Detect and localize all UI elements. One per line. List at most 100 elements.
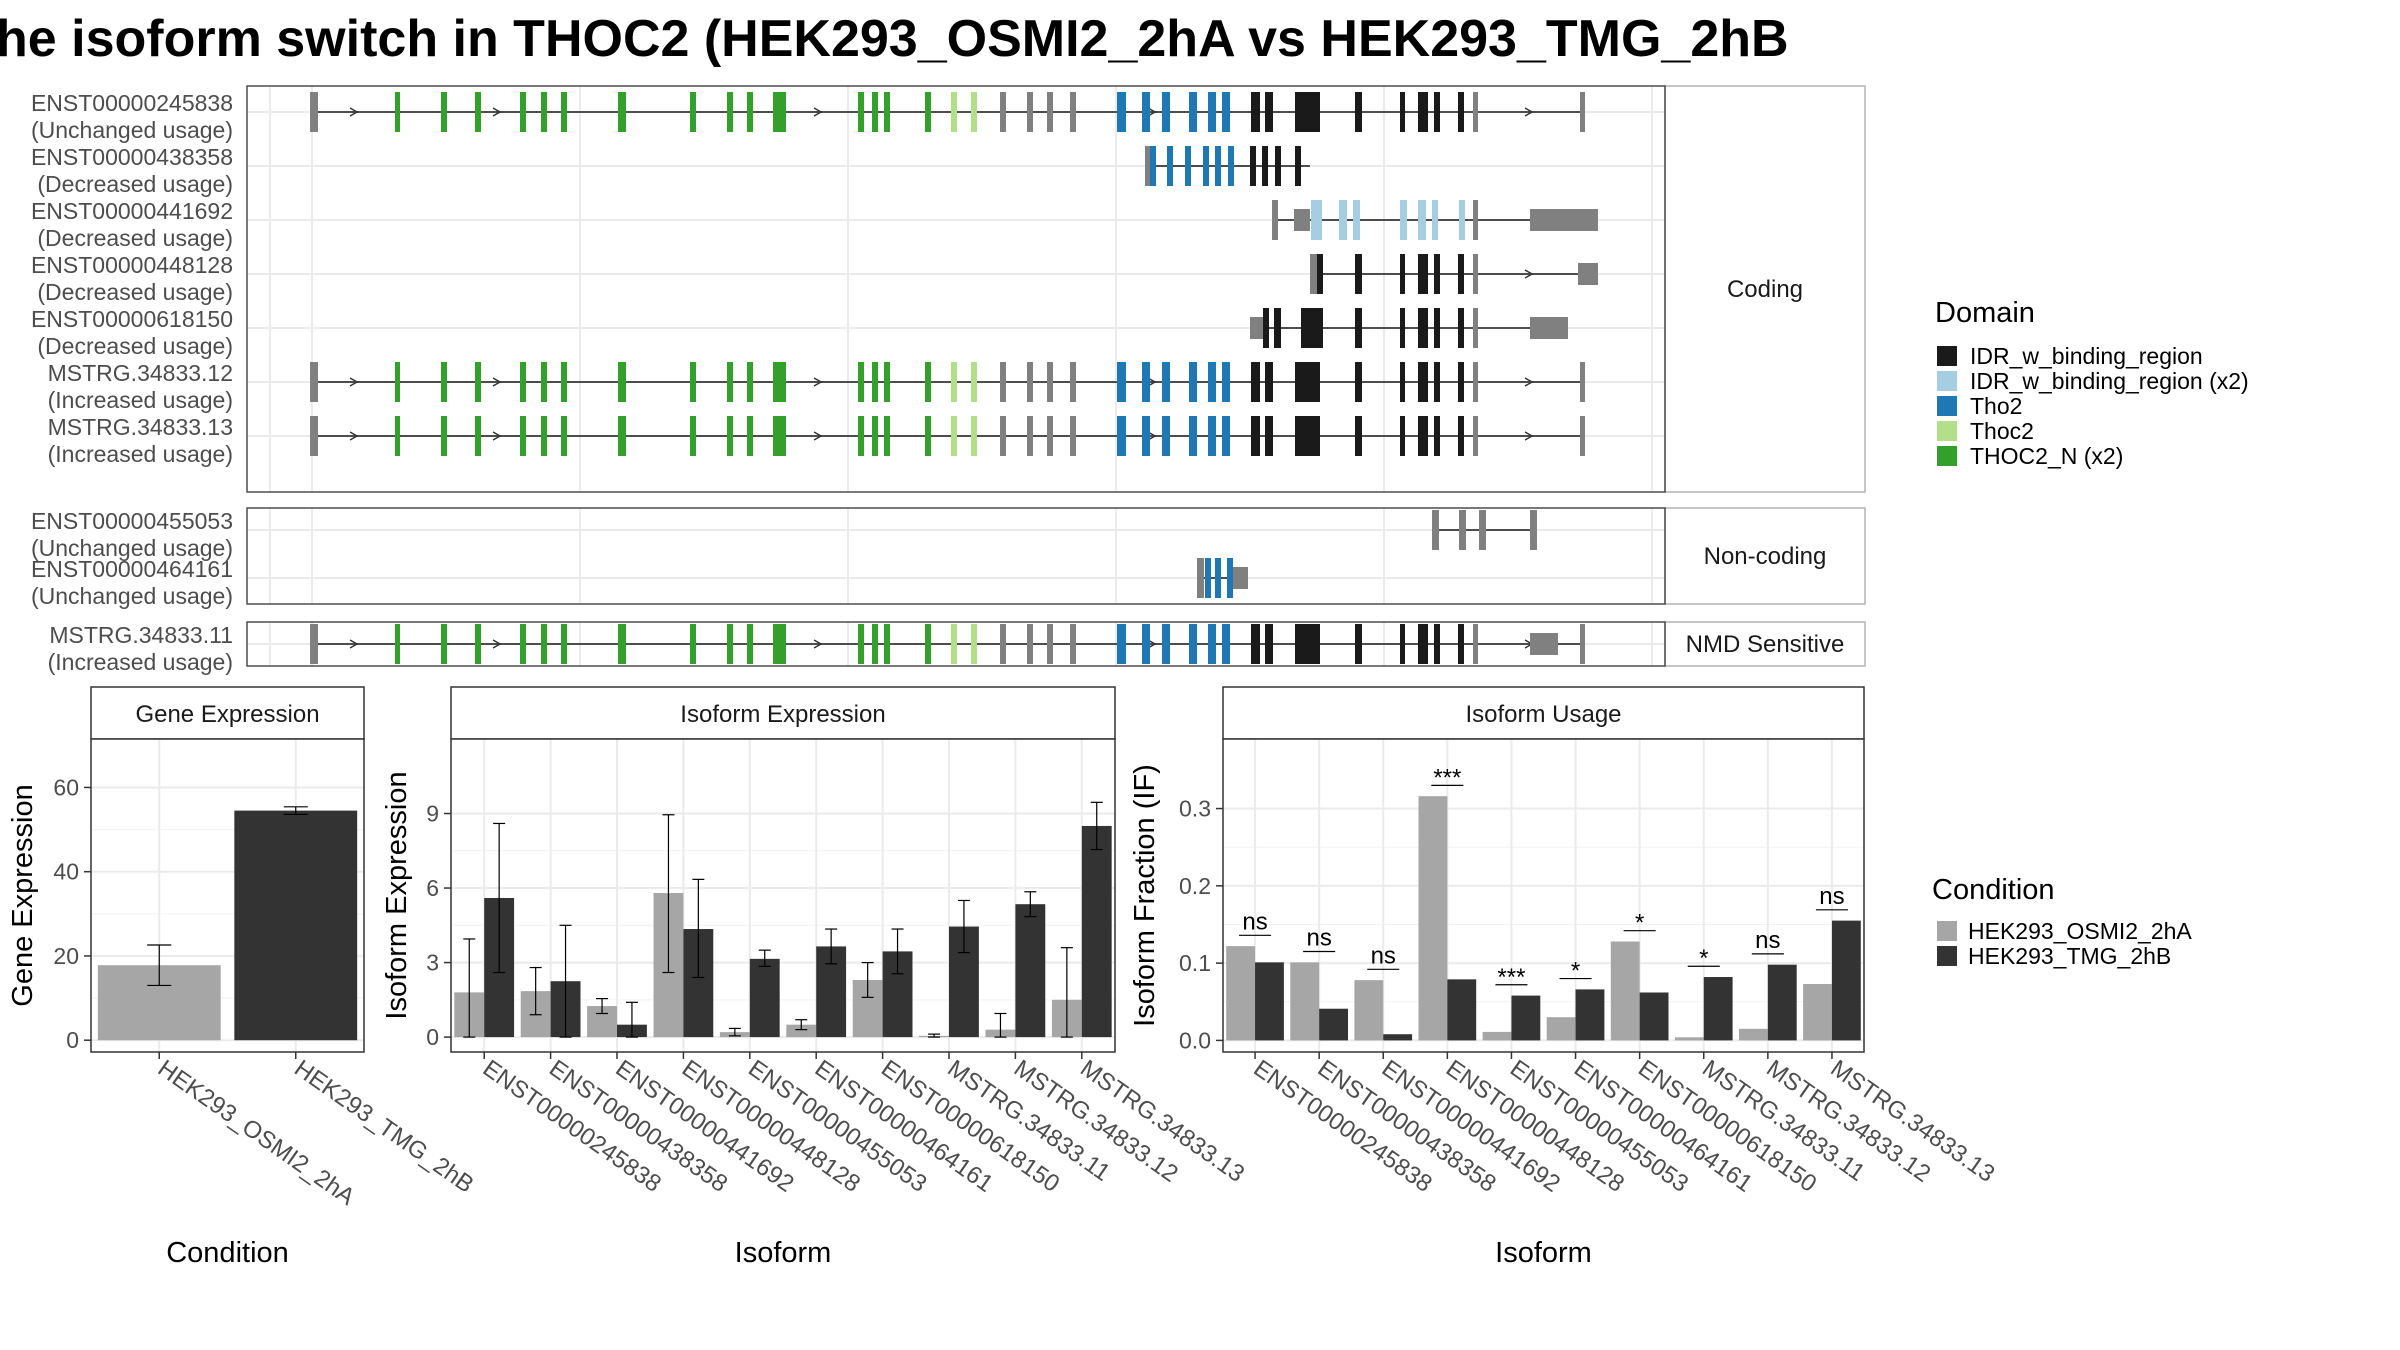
exon-block bbox=[1162, 92, 1170, 132]
exon-block bbox=[1208, 92, 1216, 132]
bar bbox=[749, 958, 780, 1038]
domain-legend-label: THOC2_N (x2) bbox=[1970, 443, 2123, 469]
exon-block bbox=[690, 416, 696, 456]
exon-block bbox=[1301, 308, 1323, 348]
exon-block bbox=[858, 362, 864, 402]
exon-block bbox=[1400, 254, 1405, 294]
chart-strip bbox=[450, 686, 1116, 740]
exon-block bbox=[971, 624, 977, 664]
exon-block bbox=[1473, 200, 1478, 240]
strand-arrow bbox=[1147, 107, 1157, 117]
exon-block bbox=[1251, 624, 1260, 664]
y-tick-label: 3 bbox=[426, 950, 439, 976]
exon-block bbox=[1418, 200, 1426, 240]
exon-block bbox=[858, 92, 864, 132]
exon-block bbox=[1227, 558, 1233, 598]
exon-block bbox=[884, 362, 890, 402]
exon-block bbox=[1578, 263, 1598, 285]
exon-block bbox=[1167, 146, 1173, 186]
exon-block bbox=[925, 624, 931, 664]
exon-block bbox=[1458, 362, 1464, 402]
exon-block bbox=[618, 362, 626, 402]
exon-block bbox=[747, 92, 753, 132]
bar bbox=[1767, 964, 1797, 1041]
exon-block bbox=[1215, 558, 1221, 598]
significance-label: ns bbox=[1819, 883, 1844, 910]
condition-legend-key bbox=[1937, 946, 1957, 966]
strand-arrow bbox=[1524, 377, 1534, 387]
exon-block bbox=[1434, 92, 1440, 132]
exon-block bbox=[1162, 416, 1170, 456]
bar bbox=[1674, 1037, 1704, 1041]
y-axis-title: Isoform Fraction (IF) bbox=[1129, 764, 1161, 1027]
exon-block bbox=[690, 92, 696, 132]
significance-label: *** bbox=[1497, 964, 1525, 991]
exon-block bbox=[1142, 92, 1150, 132]
exon-block bbox=[1458, 416, 1464, 456]
exon-block bbox=[1355, 624, 1362, 664]
domain-legend-title: Domain bbox=[1935, 297, 2035, 329]
exon-block bbox=[951, 362, 957, 402]
exon-block bbox=[1027, 362, 1033, 402]
plot-border bbox=[1222, 738, 1865, 1053]
condition-legend-key bbox=[1937, 921, 1957, 941]
strand-arrow bbox=[1147, 377, 1157, 387]
exon-block bbox=[747, 362, 753, 402]
isoform-id-label: MSTRG.34833.13 bbox=[48, 414, 233, 440]
bar bbox=[1639, 992, 1669, 1041]
domain-legend-label: IDR_w_binding_region bbox=[1970, 343, 2203, 369]
isoform-id-label: ENST00000618150 bbox=[31, 306, 233, 332]
exon-block bbox=[951, 92, 957, 132]
exon-block bbox=[971, 416, 977, 456]
bar bbox=[1482, 1031, 1512, 1041]
exon-block bbox=[1000, 362, 1006, 402]
condition-legend-title: Condition bbox=[1932, 874, 2055, 906]
exon-block bbox=[872, 92, 878, 132]
chart-strip bbox=[1222, 686, 1865, 740]
exon-block bbox=[1400, 308, 1405, 348]
isoform-usage-label: (Decreased usage) bbox=[37, 279, 233, 305]
exon-block bbox=[395, 92, 400, 132]
isoform-expression-chart: Isoform Expression0369ENST00000245838ENS… bbox=[381, 686, 1249, 1269]
exon-block bbox=[1473, 624, 1478, 664]
exon-block bbox=[1400, 416, 1405, 456]
exon-block bbox=[1458, 92, 1464, 132]
chart-title: Isoform Usage bbox=[1465, 701, 1621, 728]
exon-block bbox=[1150, 146, 1156, 186]
figure-title: he isoform switch in THOC2 (HEK293_OSMI2… bbox=[0, 10, 1789, 68]
exon-block bbox=[1418, 254, 1428, 294]
exon-block bbox=[310, 92, 318, 132]
exon-block bbox=[541, 92, 547, 132]
exon-block bbox=[1274, 308, 1281, 348]
exon-block bbox=[561, 624, 567, 664]
exon-block bbox=[773, 416, 786, 456]
y-tick-label: 0.0 bbox=[1179, 1027, 1211, 1053]
exon-block bbox=[884, 92, 890, 132]
exon-block bbox=[690, 362, 696, 402]
facet-label: Coding bbox=[1727, 276, 1803, 303]
exon-block bbox=[884, 416, 890, 456]
exon-block bbox=[1142, 416, 1150, 456]
bar bbox=[1703, 977, 1733, 1041]
exon-block bbox=[1228, 146, 1234, 186]
exon-block bbox=[395, 624, 400, 664]
bar bbox=[1447, 979, 1477, 1041]
bar bbox=[1319, 1008, 1348, 1041]
exon-block bbox=[884, 624, 890, 664]
exon-block bbox=[541, 362, 547, 402]
legends: Domain IDR_w_binding_regionIDR_w_binding_… bbox=[1932, 297, 2249, 969]
facet-label: Non-coding bbox=[1704, 543, 1827, 570]
exon-block bbox=[395, 416, 400, 456]
x-axis-title: Isoform bbox=[735, 1237, 832, 1269]
exon-block bbox=[858, 624, 864, 664]
exon-block bbox=[1205, 558, 1211, 598]
isoform-usage-label: (Increased usage) bbox=[48, 387, 233, 413]
exon-block bbox=[1250, 317, 1263, 339]
isoform-usage-label: (Decreased usage) bbox=[37, 225, 233, 251]
exon-block bbox=[1355, 92, 1362, 132]
isoform-usage-label: (Unchanged usage) bbox=[31, 117, 233, 143]
isoform-id-label: ENST00000245838 bbox=[31, 90, 233, 116]
bar bbox=[1418, 796, 1448, 1041]
exon-block bbox=[441, 416, 447, 456]
exon-block bbox=[1027, 92, 1033, 132]
